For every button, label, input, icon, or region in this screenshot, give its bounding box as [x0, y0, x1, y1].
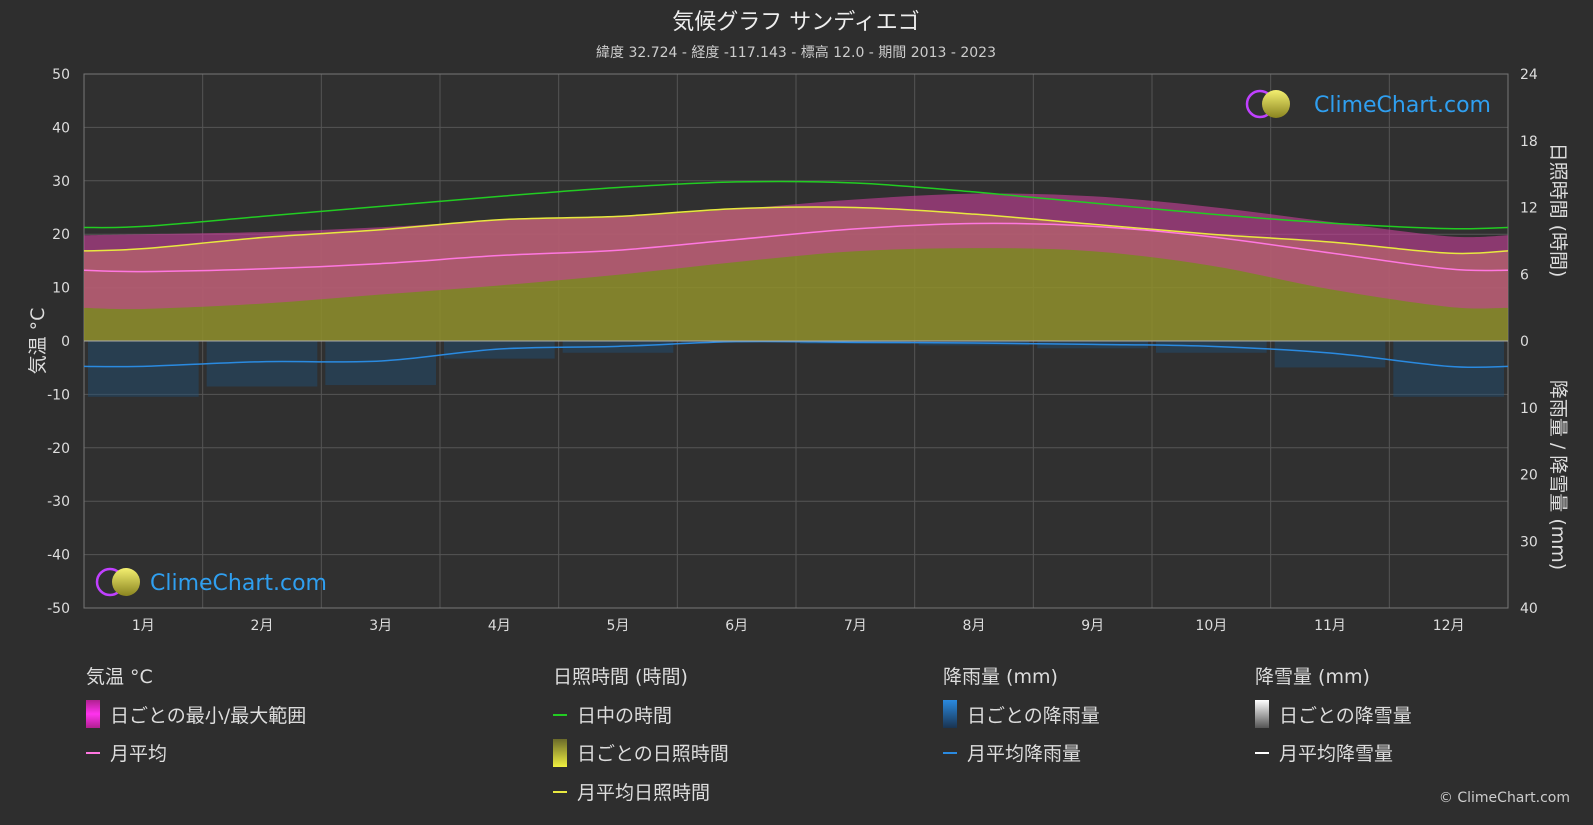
- right-tick-sunshine: 18: [1520, 134, 1538, 150]
- logo-bottom: ClimeChart.com: [95, 567, 327, 597]
- right-axis-title-top: 日照時間 (時間): [1547, 143, 1569, 278]
- month-label: 5月: [607, 618, 630, 634]
- month-label: 4月: [488, 618, 511, 634]
- right-tick-rain: 40: [1520, 601, 1538, 617]
- legend-sunshine-daily-label: 日ごとの日照時間: [577, 743, 729, 765]
- left-tick-label: -10: [47, 387, 70, 403]
- legend-temp-range-swatch: [86, 700, 100, 728]
- legend-sunshine: 日照時間 (時間) 日中の時間 日ごとの日照時間 月平均日照時間: [553, 666, 729, 804]
- rain-bar: [325, 341, 436, 386]
- left-tick-label: -40: [47, 548, 70, 564]
- legend-snow: 降雪量 (mm) 日ごとの降雪量 月平均降雪量: [1255, 666, 1412, 765]
- right-tick-sunshine: 6: [1520, 267, 1529, 283]
- legend-rain-title: 降雨量 (mm): [943, 666, 1058, 688]
- rain-bar: [206, 341, 318, 387]
- logo-text-top: ClimeChart.com: [1314, 93, 1491, 118]
- left-tick-label: 20: [52, 227, 70, 243]
- logo-top: ClimeChart.com: [1245, 89, 1491, 119]
- legend-snow-avg-label: 月平均降雪量: [1279, 743, 1393, 765]
- left-tick-label: 30: [52, 174, 70, 190]
- right-tick-sunshine: 12: [1520, 201, 1538, 217]
- rain-bar: [88, 341, 199, 397]
- rain-bar: [444, 341, 555, 359]
- left-tick-label: 40: [52, 120, 70, 136]
- rain-bar: [1393, 341, 1504, 397]
- rain-avg-line: [83, 340, 1509, 369]
- temperature-range-band: [84, 193, 1508, 310]
- month-label: 9月: [1081, 618, 1104, 634]
- rain-bar: [1274, 341, 1386, 368]
- month-label: 3月: [369, 618, 392, 634]
- month-labels: 1月 2月 3月 4月 5月 6月 7月 8月 9月 10月 11月 12月: [132, 618, 1465, 634]
- legend-snow-title: 降雪量 (mm): [1255, 666, 1370, 688]
- left-tick-label: -20: [47, 441, 70, 457]
- month-label: 11月: [1314, 618, 1346, 634]
- legend-snow-daily-label: 日ごとの降雪量: [1279, 705, 1412, 727]
- legend-sunshine-title: 日照時間 (時間): [553, 666, 688, 688]
- right-tick-rain: 10: [1520, 401, 1538, 417]
- month-label: 10月: [1195, 618, 1227, 634]
- chart-subtitle: 緯度 32.724 - 経度 -117.143 - 標高 12.0 - 期間 2…: [596, 44, 996, 61]
- month-label: 2月: [251, 618, 274, 634]
- month-label: 6月: [725, 618, 748, 634]
- right-tick-rain: 20: [1520, 468, 1538, 484]
- legend-rain-avg-label: 月平均降雨量: [967, 743, 1081, 765]
- copyright: © ClimeChart.com: [1439, 790, 1570, 806]
- left-tick-label: -50: [47, 601, 70, 617]
- daylight-line: [83, 180, 1509, 230]
- left-axis-ticks: 50 40 30 20 10 0 -10 -20 -30 -40 -50: [47, 67, 70, 617]
- chart-title: 気候グラフ サンディエゴ: [672, 10, 919, 35]
- sunshine-avg-line: [83, 206, 1509, 255]
- legend-rain-daily-swatch: [943, 700, 957, 728]
- logo-sun-icon: [1262, 90, 1290, 118]
- month-label: 1月: [132, 618, 155, 634]
- right-tick-rain: 30: [1520, 534, 1538, 550]
- plot-area: [83, 73, 1509, 609]
- legend-temperature-title: 気温 °C: [86, 666, 153, 688]
- month-label: 8月: [963, 618, 986, 634]
- legend-temp-avg-label: 月平均: [110, 743, 167, 765]
- logo-sun-icon: [112, 568, 140, 596]
- left-axis-title: 気温 °C: [27, 308, 49, 375]
- left-tick-label: 10: [52, 281, 70, 297]
- temperature-avg-line: [83, 222, 1509, 273]
- legend-rain: 降雨量 (mm) 日ごとの降雨量 月平均降雨量: [943, 666, 1100, 765]
- legend-snow-daily-swatch: [1255, 700, 1269, 728]
- logo-text-bottom: ClimeChart.com: [150, 571, 327, 596]
- right-tick-sunshine: 24: [1520, 67, 1538, 83]
- left-tick-label: 50: [52, 67, 70, 83]
- right-axis-ticks: 24 18 12 6 0 10 20 30 40: [1520, 67, 1538, 617]
- right-axis-title-bottom: 降雨量 / 降雪量 (mm): [1547, 380, 1569, 570]
- legend-temperature: 気温 °C 日ごとの最小/最大範囲 月平均: [86, 666, 306, 765]
- left-tick-label: -30: [47, 494, 70, 510]
- legend-temp-range-label: 日ごとの最小/最大範囲: [110, 705, 306, 727]
- legend: 気温 °C 日ごとの最小/最大範囲 月平均 日照時間 (時間) 日中の時間 日ご…: [86, 666, 1412, 804]
- month-label: 12月: [1433, 618, 1465, 634]
- month-label: 7月: [844, 618, 867, 634]
- right-tick-sunshine: 0: [1520, 334, 1529, 350]
- legend-daylight-label: 日中の時間: [577, 705, 672, 727]
- left-tick-label: 0: [61, 334, 70, 350]
- legend-rain-daily-label: 日ごとの降雨量: [967, 705, 1100, 727]
- legend-sunshine-daily-swatch: [553, 739, 567, 767]
- legend-sunshine-avg-label: 月平均日照時間: [577, 782, 710, 804]
